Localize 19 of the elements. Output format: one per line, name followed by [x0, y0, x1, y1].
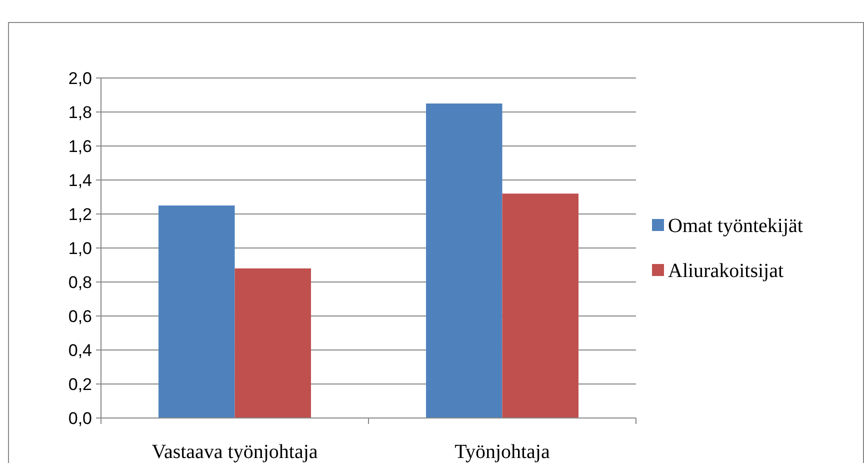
bar [158, 206, 235, 418]
y-tick-label: 1,2 [68, 204, 92, 224]
y-tick-label: 0,6 [68, 306, 92, 326]
y-tick-label: 1,6 [68, 136, 92, 156]
legend-label: Aliurakoitsijat [668, 260, 784, 282]
x-tick-label: Työnjohtaja [454, 441, 550, 463]
bar [234, 268, 311, 418]
y-tick-label: 1,8 [68, 102, 92, 122]
y-tick-label: 2,0 [68, 68, 92, 88]
legend-label: Omat työntekijät [668, 215, 804, 237]
y-tick-label: 1,4 [68, 170, 92, 190]
bar [426, 104, 502, 418]
bar [502, 194, 578, 418]
y-tick-label: 0,4 [68, 340, 92, 360]
y-tick-label: 0,8 [68, 272, 92, 292]
y-tick-label: 1,0 [68, 238, 92, 258]
x-tick-label: Vastaava työnjohtaja [152, 441, 318, 463]
y-tick-label: 0,2 [68, 374, 92, 394]
y-tick-label: 0,0 [68, 408, 92, 428]
